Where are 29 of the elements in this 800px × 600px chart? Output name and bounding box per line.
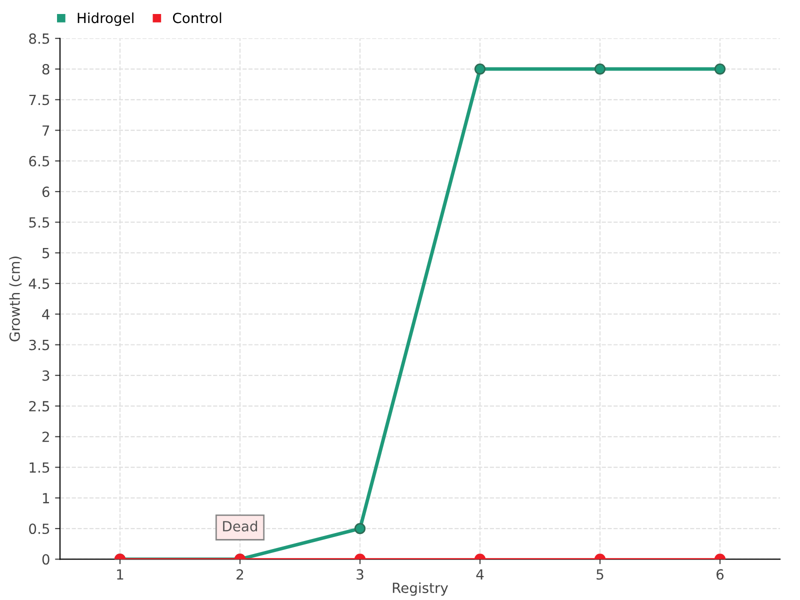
y-tick-label: 0 [42, 554, 50, 565]
y-tick-label: 8.5 [29, 33, 50, 44]
y-tick-label: 3 [42, 370, 50, 381]
x-tick-label: 3 [356, 569, 364, 580]
legend-label: Control [172, 12, 222, 24]
y-tick-label: 4 [42, 309, 50, 320]
y-tick-label: 6 [42, 186, 50, 198]
y-tick-label: 8 [42, 64, 50, 75]
y-tick-label: 7.5 [29, 94, 50, 106]
x-axis-title: Registry [392, 582, 448, 596]
annotation: Dead [223, 520, 258, 532]
y-tick-label: 1 [42, 493, 49, 504]
x-tick-label: 1 [117, 569, 124, 580]
y-tick-label: 4.5 [28, 278, 50, 289]
y-tick-label: 0.5 [29, 524, 50, 534]
x-tick-label: 4 [476, 569, 484, 580]
y-tick-label: 3.5 [29, 340, 50, 350]
y-axis-title: Growth (cm) [9, 256, 22, 342]
y-tick-label: 2 [42, 432, 49, 442]
y-tick-label: 1.5 [30, 462, 50, 473]
y-tick-label: 5 [42, 248, 50, 258]
y-tick-label: 7 [42, 125, 50, 136]
y-tick-label: 2.5 [29, 400, 50, 412]
x-tick-label: 5 [596, 569, 604, 580]
x-tick-label: 6 [716, 569, 724, 580]
y-tick-label: 6.5 [29, 156, 50, 166]
y-tick-label: 5.5 [29, 217, 50, 228]
legend-label: Hidrogel [78, 12, 134, 26]
x-tick-label: 2 [236, 569, 244, 580]
